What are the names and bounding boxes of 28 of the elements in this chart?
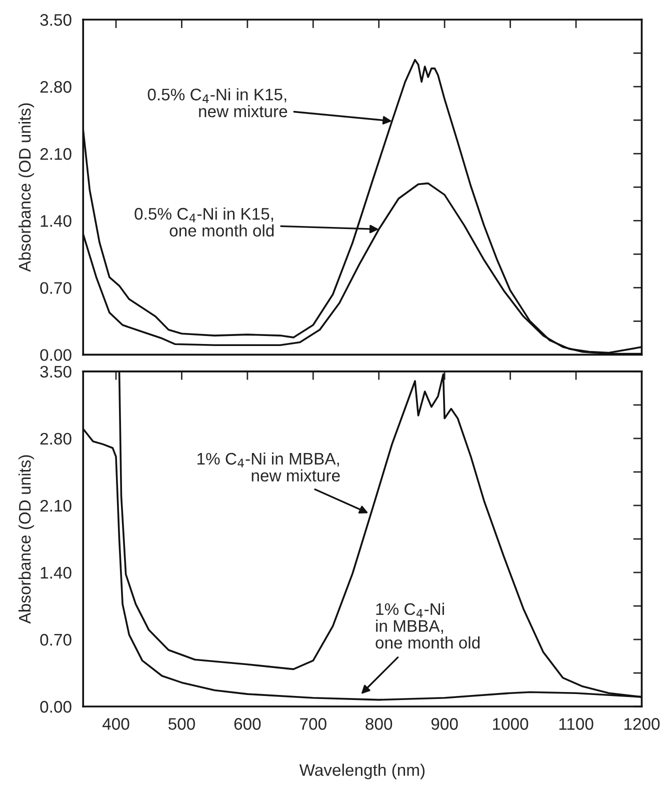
- annotation: 0.5% C$_{4}$-Ni in K15, new mixture: [148, 88, 288, 118]
- y-tick-label: 3.50: [40, 14, 72, 26]
- x-tick-label: 1200: [624, 718, 660, 730]
- annotation: 1% C$_{4}$-Ni in MBBA, one month old: [376, 602, 480, 649]
- x-tick-label: 600: [234, 718, 261, 730]
- y-tick-label: 1.40: [40, 215, 72, 227]
- annotation: 1% C$_{4}$-Ni in MBBA, new mixture: [198, 452, 340, 482]
- x-tick-label: 800: [366, 718, 392, 730]
- x-tick-label: 400: [102, 718, 130, 730]
- x-tick-label: 1100: [559, 718, 594, 730]
- y-tick-label: 2.10: [40, 500, 72, 512]
- x-tick-label: 1000: [493, 718, 528, 730]
- y-tick-label: 2.80: [40, 81, 72, 93]
- y-axis-title: Absorbance (OD units): [18, 103, 34, 272]
- annotation: 0.5% C$_{4}$-Ni in K15, one month old: [134, 207, 274, 237]
- y-tick-label: 0.70: [40, 634, 72, 646]
- y-tick-label: 3.50: [40, 366, 72, 378]
- x-tick-label: 500: [168, 718, 195, 730]
- y-tick-label: 1.40: [40, 566, 72, 579]
- y-tick-label: 0.00: [40, 349, 72, 361]
- x-tick-label: 900: [431, 718, 458, 730]
- y-tick-label: 2.10: [40, 148, 72, 160]
- y-axis-title: Absorbance (OD units): [18, 455, 34, 624]
- y-tick-label: 0.00: [40, 700, 72, 713]
- x-axis-title: Wavelength (nm): [299, 764, 425, 780]
- x-tick-label: 700: [300, 718, 326, 730]
- y-tick-label: 0.70: [40, 282, 72, 294]
- y-tick-label: 2.80: [40, 432, 72, 445]
